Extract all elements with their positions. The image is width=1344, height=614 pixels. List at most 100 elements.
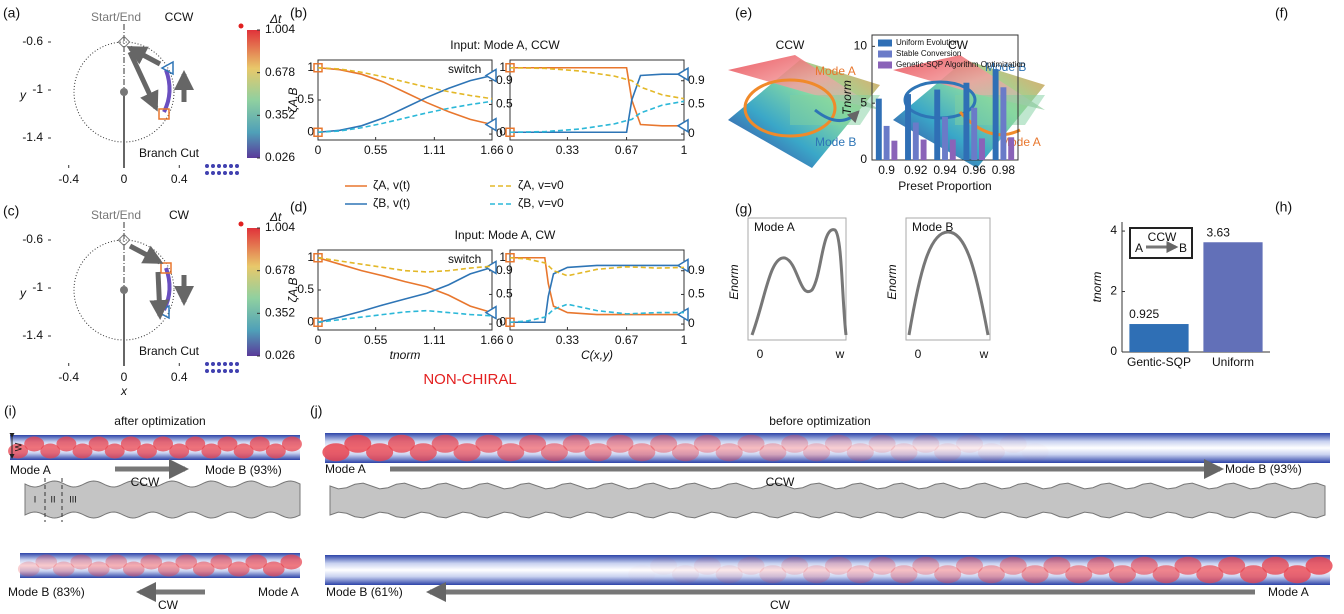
- x-axis-label: tnorm: [390, 348, 421, 362]
- colorbar: [247, 228, 260, 356]
- x-tick-label: 1.11: [423, 333, 446, 347]
- panel-title: before optimization: [769, 414, 870, 428]
- end-marker: [486, 261, 496, 273]
- series-line: [510, 68, 684, 126]
- x-tick-label: w: [835, 347, 845, 361]
- x-tick-label: 0.4: [171, 370, 188, 384]
- x-tick-label: 0.92: [904, 163, 928, 177]
- annotation: switch: [448, 252, 481, 266]
- marker-dot: [223, 164, 227, 168]
- marker-dot: [211, 369, 215, 373]
- waveguide: [330, 483, 1325, 518]
- x-tick-label: 0: [507, 333, 514, 347]
- field-strips: [8, 433, 1333, 585]
- y-tick-label: -1: [32, 82, 43, 96]
- x-tick-label: Uniform: [1212, 355, 1254, 369]
- bar: [1000, 87, 1006, 160]
- x-tick-label: 1.11: [423, 143, 446, 157]
- y-tick-label: -1.4: [22, 328, 43, 342]
- series-line: [510, 101, 684, 132]
- marker-dot: [205, 171, 209, 175]
- x-tick-label: 1.66: [480, 143, 504, 157]
- plot-frame: [748, 218, 846, 340]
- surface-plot: [728, 55, 880, 168]
- panel-label: (j): [310, 403, 322, 419]
- marker-dot: [223, 369, 227, 373]
- panel-title: after optimization: [114, 414, 205, 428]
- marker-dot: [205, 369, 209, 373]
- direction-label: CCW: [131, 475, 160, 489]
- bar: [1203, 242, 1262, 352]
- y2-tick-label: 0: [688, 126, 695, 140]
- marker-dot: [229, 171, 233, 175]
- mode-label: Mode A: [10, 463, 51, 477]
- end-marker: [678, 259, 688, 271]
- y-axis-label: tnorm: [1090, 272, 1104, 303]
- section-label: III: [69, 494, 77, 504]
- y2-tick-label: 0: [688, 316, 695, 330]
- y-axis-label: ζA,B: [286, 88, 300, 113]
- legend-swatch: [878, 40, 892, 47]
- x-tick-label: -0.4: [58, 370, 79, 384]
- colorbar-tick-label: 0.026: [265, 348, 295, 362]
- bar: [934, 90, 940, 160]
- plot-title: Mode B: [912, 220, 953, 234]
- direction-label: CW: [770, 598, 791, 612]
- section-label: II: [50, 494, 55, 504]
- y2-tick-label: 0.5: [688, 97, 705, 111]
- panel-label: (g): [735, 201, 752, 217]
- legend-label: ζA, v(t): [373, 178, 410, 192]
- marker-dot: [239, 222, 244, 227]
- bar: [963, 83, 969, 160]
- chart-title: Input: Mode A, CW: [455, 228, 556, 242]
- y-axis-label: y: [19, 286, 27, 300]
- colorbar-tick-label: 1.004: [265, 22, 295, 36]
- x-tick-label: 0.96: [963, 163, 987, 177]
- field-lobe: [280, 555, 302, 570]
- marker-dot: [211, 171, 215, 175]
- y-tick-label: 4: [1110, 223, 1117, 237]
- y-tick-label: 2: [1110, 284, 1117, 298]
- y-tick-label: -0.6: [22, 34, 43, 48]
- y-axis-label: ζA,B: [286, 278, 300, 303]
- surface-title: CCW: [776, 38, 805, 52]
- mode-label: Mode A: [258, 585, 299, 599]
- panel-label: (f): [1275, 5, 1288, 21]
- y-tick-label: 0: [860, 152, 867, 166]
- marker-dot: [229, 164, 233, 168]
- start-label: Start/End: [91, 208, 141, 222]
- x-tick-label: 0.98: [992, 163, 1016, 177]
- marker-dot: [235, 369, 239, 373]
- end-marker: [486, 119, 496, 131]
- direction-label: CW: [158, 598, 179, 612]
- mode-label: Mode B: [815, 135, 856, 149]
- legend-label: Stable Conversion: [896, 49, 961, 58]
- field-lobe: [1306, 557, 1333, 575]
- x-axis-label: C(x,y): [581, 348, 613, 362]
- bar: [1008, 137, 1014, 160]
- bar: [979, 138, 985, 160]
- chart-title: Input: Mode A, CCW: [450, 38, 560, 52]
- bar: [905, 94, 911, 160]
- x-tick-label: 0: [507, 143, 514, 157]
- direction-label: CCW: [766, 475, 795, 489]
- bar: [950, 140, 956, 160]
- y-tick-label: 0: [1110, 344, 1117, 358]
- marker-dot: [229, 362, 233, 366]
- y-tick-label: -1.4: [22, 130, 43, 144]
- x-tick-label: 0.67: [615, 333, 639, 347]
- marker-dot: [217, 164, 221, 168]
- x-tick-label: 0.9: [878, 163, 895, 177]
- series-line: [318, 101, 492, 132]
- annotation: switch: [448, 62, 481, 76]
- energy-curve: [752, 230, 846, 335]
- marker-dot: [217, 369, 221, 373]
- end-marker: [486, 69, 496, 81]
- direction-label: CCW: [165, 10, 194, 24]
- x-tick-label: 0.33: [556, 333, 580, 347]
- width-label: W: [13, 442, 23, 451]
- panel-label: (h): [1275, 199, 1292, 215]
- colorbar-tick-label: 1.004: [265, 220, 295, 234]
- legend-label: Uniform Evolution: [896, 38, 959, 47]
- x-tick-label: 0: [315, 333, 322, 347]
